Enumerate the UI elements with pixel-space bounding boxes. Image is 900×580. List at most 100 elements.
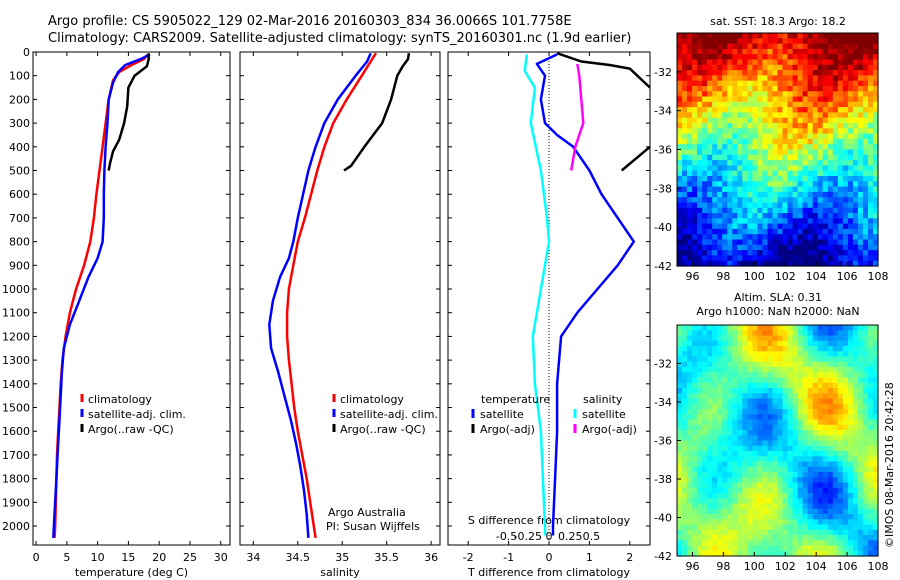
y-tick-label: -36 — [654, 435, 672, 448]
map-cell — [732, 86, 738, 92]
map-cell — [687, 213, 693, 219]
map-cell — [852, 346, 859, 352]
map-cell — [722, 340, 728, 347]
map-cell — [857, 48, 864, 55]
map-cell — [787, 445, 794, 452]
map-cell — [787, 524, 794, 531]
legend-label: satellite — [582, 408, 626, 421]
map-cell — [802, 218, 809, 225]
map-cell — [702, 80, 708, 87]
map-cell — [692, 440, 698, 447]
map-cell — [802, 372, 809, 379]
map-cell — [757, 244, 763, 251]
map-cell — [742, 519, 748, 526]
map-cell — [677, 487, 683, 494]
map-cell — [797, 424, 804, 431]
map-cell — [682, 545, 688, 552]
map-cell — [707, 48, 713, 55]
map-cell — [747, 59, 753, 66]
map-cell — [777, 367, 784, 373]
map-cell — [752, 382, 758, 389]
map-cell — [842, 493, 849, 499]
map-cell — [817, 535, 824, 541]
map-cell — [702, 170, 708, 177]
map-cell — [697, 48, 703, 55]
map-cell — [712, 149, 718, 156]
map-cell — [677, 466, 683, 473]
map-cell — [873, 117, 879, 124]
map-cell — [697, 524, 703, 531]
map-cell — [852, 255, 859, 262]
map-cell — [757, 550, 763, 557]
map-cell — [847, 445, 854, 452]
map-cell — [747, 382, 753, 389]
map-cell — [817, 154, 824, 161]
map-cell — [747, 498, 753, 505]
map-cell — [722, 154, 728, 161]
map-cell — [732, 75, 738, 82]
map-cell — [677, 440, 683, 447]
map-cell — [707, 451, 713, 457]
map-cell — [822, 165, 829, 172]
map-cell — [702, 250, 708, 256]
map-cell — [868, 154, 874, 161]
map-cell — [852, 361, 859, 368]
map-cell — [762, 165, 768, 172]
map-cell — [822, 529, 829, 536]
map-cell — [717, 213, 723, 219]
map-cell — [812, 367, 819, 373]
map-cell — [737, 191, 743, 198]
map-cell — [767, 335, 774, 342]
map-cell — [817, 43, 824, 50]
map-cell — [827, 514, 834, 520]
map-cell — [732, 545, 738, 552]
map-cell — [707, 181, 713, 188]
map-cell — [847, 197, 854, 204]
map-cell — [707, 165, 713, 172]
map-cell — [802, 43, 809, 50]
map-cell — [732, 466, 738, 473]
map-cell — [827, 80, 834, 87]
map-cell — [782, 70, 789, 76]
map-cell — [757, 514, 763, 520]
map-cell — [817, 498, 824, 505]
map-cell — [782, 43, 789, 50]
map-cell — [747, 367, 753, 373]
map-cell — [717, 540, 723, 547]
map-cell — [707, 346, 713, 352]
map-cell — [737, 149, 743, 156]
map-cell — [847, 70, 854, 76]
map-cell — [687, 372, 693, 379]
map-cell — [782, 508, 789, 515]
map-cell — [873, 535, 879, 541]
map-cell — [827, 86, 834, 92]
map-cell — [747, 472, 753, 478]
map-cell — [712, 228, 718, 235]
map-cell — [787, 101, 794, 108]
map-cell — [772, 524, 779, 531]
x-tick-label: 30 — [214, 551, 228, 564]
map-cell — [742, 144, 748, 151]
y-tick-label: 200 — [9, 93, 30, 106]
y-tick-label: -40 — [654, 512, 672, 525]
map-cell — [717, 372, 723, 379]
map-cell — [767, 550, 774, 557]
map-cell — [677, 482, 683, 489]
map-cell — [717, 207, 723, 214]
map-cell — [837, 149, 844, 156]
map-cell — [777, 260, 784, 267]
map-cell — [692, 503, 698, 510]
map-cell — [692, 207, 698, 214]
map-cell — [842, 80, 849, 87]
map-cell — [692, 346, 698, 352]
map-cell — [747, 361, 753, 368]
map-cell — [842, 239, 849, 246]
map-cell — [697, 430, 703, 436]
map-cell — [862, 123, 869, 129]
map-cell — [702, 472, 708, 478]
map-cell — [702, 367, 708, 373]
map-cell — [787, 255, 794, 262]
map-cell — [832, 86, 839, 92]
map-cell — [802, 228, 809, 235]
map-cell — [692, 382, 698, 389]
